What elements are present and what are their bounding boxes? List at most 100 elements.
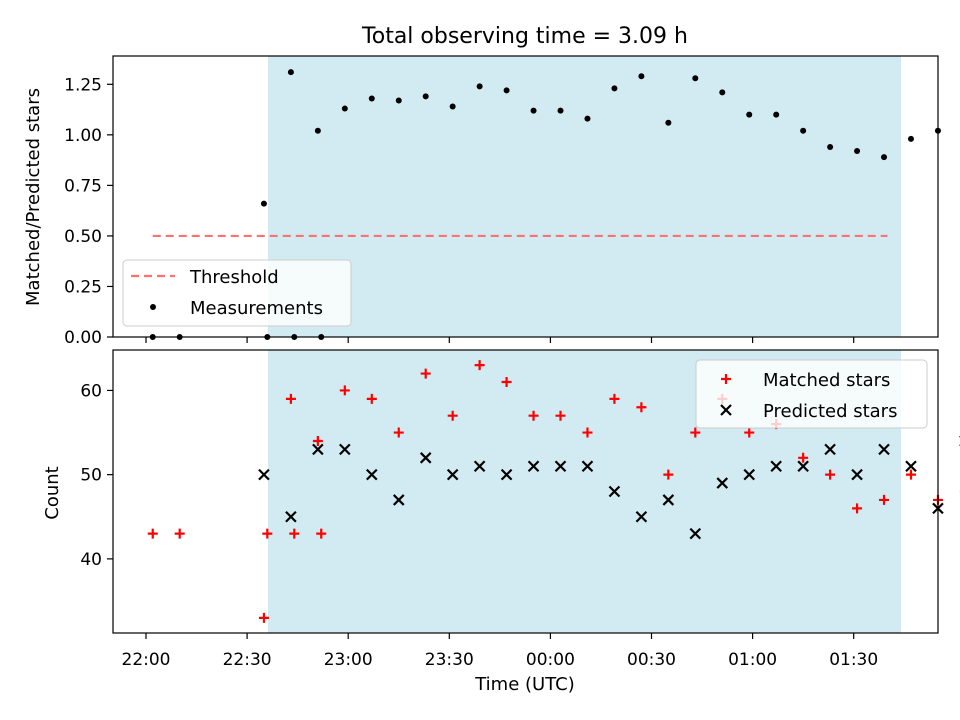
- predicted-star-point: [743, 468, 756, 481]
- x-tick-label: 01:00: [728, 650, 777, 670]
- measurement-point: [476, 83, 483, 90]
- lower-legend: Matched stars Predicted stars: [695, 359, 928, 429]
- measurement-point: [449, 103, 456, 110]
- measurement-point: [557, 107, 564, 114]
- matched-star-point: [690, 427, 701, 438]
- legend-measurements-label: Measurements: [190, 298, 323, 319]
- upper-frame: [112, 55, 939, 338]
- matched-star-point: [285, 393, 296, 404]
- measurement-point: [503, 87, 510, 94]
- predicted-star-point: [366, 468, 378, 481]
- predicted-star-point: [608, 485, 621, 498]
- predicted-star-point: [312, 443, 324, 456]
- matched-star-point: [366, 393, 377, 404]
- measurement-point: [746, 111, 753, 118]
- legend-matched-label: Matched stars: [763, 370, 890, 391]
- lower-axes: 40 50 60 22:00 22:30 23:00 23:30 00:00 00:30 01:0…: [80, 349, 960, 670]
- upper-y-tick-label: 0.50: [64, 227, 102, 247]
- upper-y-tick-label: 0.25: [64, 277, 102, 297]
- measurement-point: [287, 69, 294, 76]
- lower-y-tick-label: 40: [80, 550, 102, 570]
- lower-y-tick-label: 60: [80, 381, 102, 401]
- measurement-point: [719, 89, 726, 96]
- predicted-star-point: [446, 468, 459, 481]
- predicted-star-point: [527, 460, 540, 473]
- matched-star-point: [258, 612, 269, 623]
- predicted-star-point: [554, 460, 567, 473]
- matched-star-point: [636, 402, 647, 413]
- matched-star-point: [501, 377, 512, 388]
- matched-star-point: [474, 360, 485, 371]
- predicted-star-point: [419, 452, 432, 464]
- predicted-star-point: [716, 477, 729, 489]
- matched-star-point: [147, 528, 158, 539]
- predicted-star-point: [662, 494, 675, 506]
- predicted-star-point: [392, 494, 405, 506]
- measurement-point: [881, 154, 888, 161]
- legend-box: [695, 359, 928, 429]
- measurement-point: [584, 115, 591, 122]
- x-tick-label: 23:00: [324, 650, 373, 670]
- measurement-point: [422, 93, 429, 100]
- predicted-star-point: [473, 460, 486, 473]
- measurement-point: [368, 95, 375, 102]
- measurement-point: [638, 73, 645, 80]
- measurement-point: [854, 148, 861, 155]
- matched-star-point: [316, 528, 327, 539]
- measurement-point: [800, 127, 807, 134]
- upper-axes: 0.00 0.25 0.50 0.75 1.00 1.25 Threshold Measure…: [64, 55, 941, 348]
- matched-star-point: [555, 410, 566, 421]
- matched-star-point: [582, 427, 593, 438]
- upper-y-tick-label: 0.75: [64, 176, 102, 196]
- measurement-point: [827, 143, 834, 150]
- measurement-point: [611, 85, 618, 92]
- matched-star-point: [663, 469, 674, 480]
- measurement-point: [341, 105, 348, 112]
- legend-threshold-label: Threshold: [189, 267, 279, 288]
- measurement-point: [530, 107, 537, 114]
- predicted-star-point: [339, 443, 351, 456]
- predicted-star-point: [905, 460, 917, 473]
- x-tick-label: 22:30: [223, 650, 272, 670]
- predicted-star-point: [824, 443, 836, 456]
- matched-star-point: [339, 385, 350, 396]
- measurement-point: [395, 97, 402, 104]
- legend-predicted-label: Predicted stars: [763, 401, 897, 422]
- legend-predicted-swatch: [720, 404, 732, 416]
- legend-measurements-swatch: [150, 304, 156, 310]
- upper-y-tick-label: 0.00: [64, 328, 102, 348]
- legend-box: [122, 259, 352, 327]
- measurement-point: [907, 135, 914, 142]
- upper-y-tick-label: 1.00: [64, 126, 102, 146]
- matched-star-point: [609, 393, 620, 404]
- predicted-star-point: [770, 460, 782, 473]
- lower-y-label: Count: [42, 466, 63, 519]
- x-tick-label: 00:30: [627, 650, 676, 670]
- x-tick-label: 22:00: [122, 650, 171, 670]
- matched-star-point: [528, 410, 539, 421]
- measurement-point: [314, 127, 321, 134]
- x-tick-label: 23:30: [425, 650, 474, 670]
- measurement-point: [773, 111, 780, 118]
- predicted-star-point: [635, 510, 648, 523]
- x-tick-label: 01:30: [829, 650, 878, 670]
- matched-star-point: [312, 435, 323, 446]
- predicted-star-point: [878, 443, 890, 456]
- matched-star-point: [174, 528, 185, 539]
- predicted-star-point: [581, 460, 594, 473]
- x-tick-label: 00:00: [526, 650, 575, 670]
- matched-star-point: [262, 528, 273, 539]
- predicted-star-point: [285, 510, 297, 523]
- matched-star-point: [393, 427, 404, 438]
- matched-star-point: [447, 410, 458, 421]
- matched-star-point: [825, 469, 836, 480]
- x-axis-label: Time (UTC): [474, 674, 575, 695]
- matched-star-point: [905, 469, 916, 480]
- upper-legend: Threshold Measurements: [122, 259, 352, 327]
- measurement-point: [260, 200, 267, 207]
- chart-title: Total observing time = 3.09 h: [361, 24, 688, 49]
- upper-observing-span: [268, 56, 901, 337]
- matched-star-point: [852, 503, 863, 514]
- matched-star-point: [798, 452, 809, 463]
